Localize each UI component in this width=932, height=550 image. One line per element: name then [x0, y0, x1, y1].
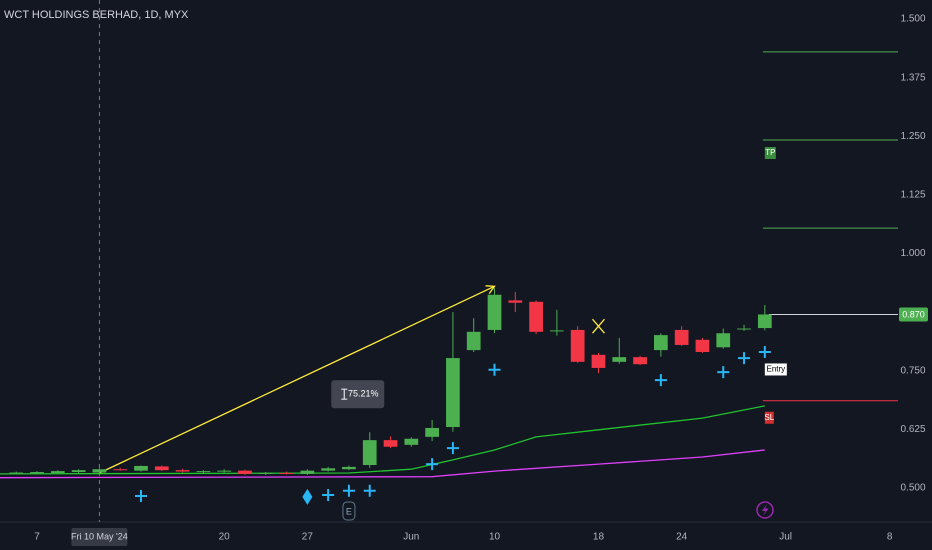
x-tick-label: 8 [887, 532, 893, 543]
x-tick-label: 20 [219, 532, 231, 543]
measure-icon [341, 388, 348, 400]
x-tick-label: 24 [676, 532, 688, 543]
candle-body [9, 472, 24, 474]
candle-body [591, 354, 606, 368]
entry-label-bg [764, 363, 787, 376]
buy-signal [134, 489, 147, 502]
candle-body [238, 470, 252, 474]
buy-signal [363, 484, 376, 497]
earnings-label: E [346, 506, 352, 516]
candle-body [446, 358, 460, 428]
measure-label: 75.21% [348, 389, 379, 399]
candle-body [362, 440, 377, 466]
y-tick-label: 1.375 [900, 72, 925, 83]
entry-label: Entry [766, 365, 785, 374]
y-tick-label: 1.125 [900, 190, 925, 201]
candle-body [716, 333, 731, 348]
candle-body [258, 472, 273, 474]
buy-signal [488, 363, 501, 376]
x-tick-label: Jun [403, 532, 419, 543]
candle-body [50, 471, 65, 473]
candle-body [612, 357, 627, 362]
candle-body [466, 331, 481, 351]
trend-arrow [99, 285, 495, 474]
candle-body [633, 357, 647, 365]
candle-body [508, 300, 523, 303]
candle-body [404, 438, 419, 445]
candle-body [674, 329, 689, 345]
icon-bolt [762, 504, 769, 516]
candle-body [425, 427, 439, 437]
y-tick-label: 1.250 [900, 131, 925, 142]
buy-signal [717, 366, 730, 379]
x-tick-label: 27 [302, 532, 314, 543]
cross-marker [591, 318, 605, 334]
candle-body [279, 472, 294, 474]
sl-label-bg [764, 411, 774, 424]
candle-body [487, 294, 502, 330]
measure-box [331, 380, 385, 409]
candle-body [737, 328, 751, 330]
lightning-icon[interactable] [756, 501, 774, 519]
price-label: 0.870 [902, 309, 925, 319]
buy-signal [322, 489, 335, 502]
y-tick-label: 0.750 [900, 365, 925, 376]
candles [9, 288, 772, 475]
x-tick-label: 18 [593, 532, 605, 543]
buy-signal [654, 374, 667, 387]
y-tick-label: 1.500 [900, 14, 925, 25]
candle-body [30, 472, 44, 474]
moving-average [0, 449, 765, 479]
candle-body [175, 470, 190, 472]
candle-body [653, 335, 668, 351]
candle-body [113, 469, 128, 471]
sl-label: SL [764, 413, 774, 422]
candle-body [529, 301, 543, 332]
tp-label: TP [765, 148, 775, 157]
tp-label-bg [764, 146, 776, 159]
candle-body [300, 470, 315, 474]
candle-body [92, 469, 107, 473]
icon-circle [756, 501, 774, 519]
candle-body [757, 314, 772, 329]
candle-body [217, 470, 232, 472]
chart-title: WCT HOLDINGS BERHAD, 1D, MYX [4, 9, 189, 21]
buy-signal [738, 352, 751, 365]
y-tick-label: 0.500 [900, 483, 925, 494]
y-tick-label: 1.000 [900, 248, 925, 259]
price-label-bg [899, 307, 928, 322]
buy-signal [342, 484, 355, 497]
candle-body [342, 466, 356, 470]
crosshair-label: Fri 10 May '24 [71, 531, 128, 541]
x-tick-label: 10 [489, 532, 501, 543]
candle-body [550, 330, 564, 332]
buy-signal [426, 458, 439, 471]
candle-body [196, 471, 211, 473]
candle-body [383, 440, 398, 447]
moving-average [0, 405, 765, 475]
earnings-marker [342, 501, 356, 521]
x-tick-label: 7 [34, 532, 40, 543]
arrow-head [485, 285, 496, 294]
candle-body [71, 470, 86, 473]
candle-body [570, 329, 585, 362]
y-tick-label: 0.625 [900, 424, 925, 435]
candle-body [154, 466, 169, 471]
crosshair-label-bg [71, 528, 128, 546]
x-tick-label: Jul [779, 532, 792, 543]
candle-body [321, 468, 336, 471]
buy-signal [758, 345, 771, 358]
candle-body [695, 339, 710, 352]
diamond-marker [302, 488, 313, 505]
candle-body [134, 465, 148, 471]
buy-signal [446, 442, 459, 455]
